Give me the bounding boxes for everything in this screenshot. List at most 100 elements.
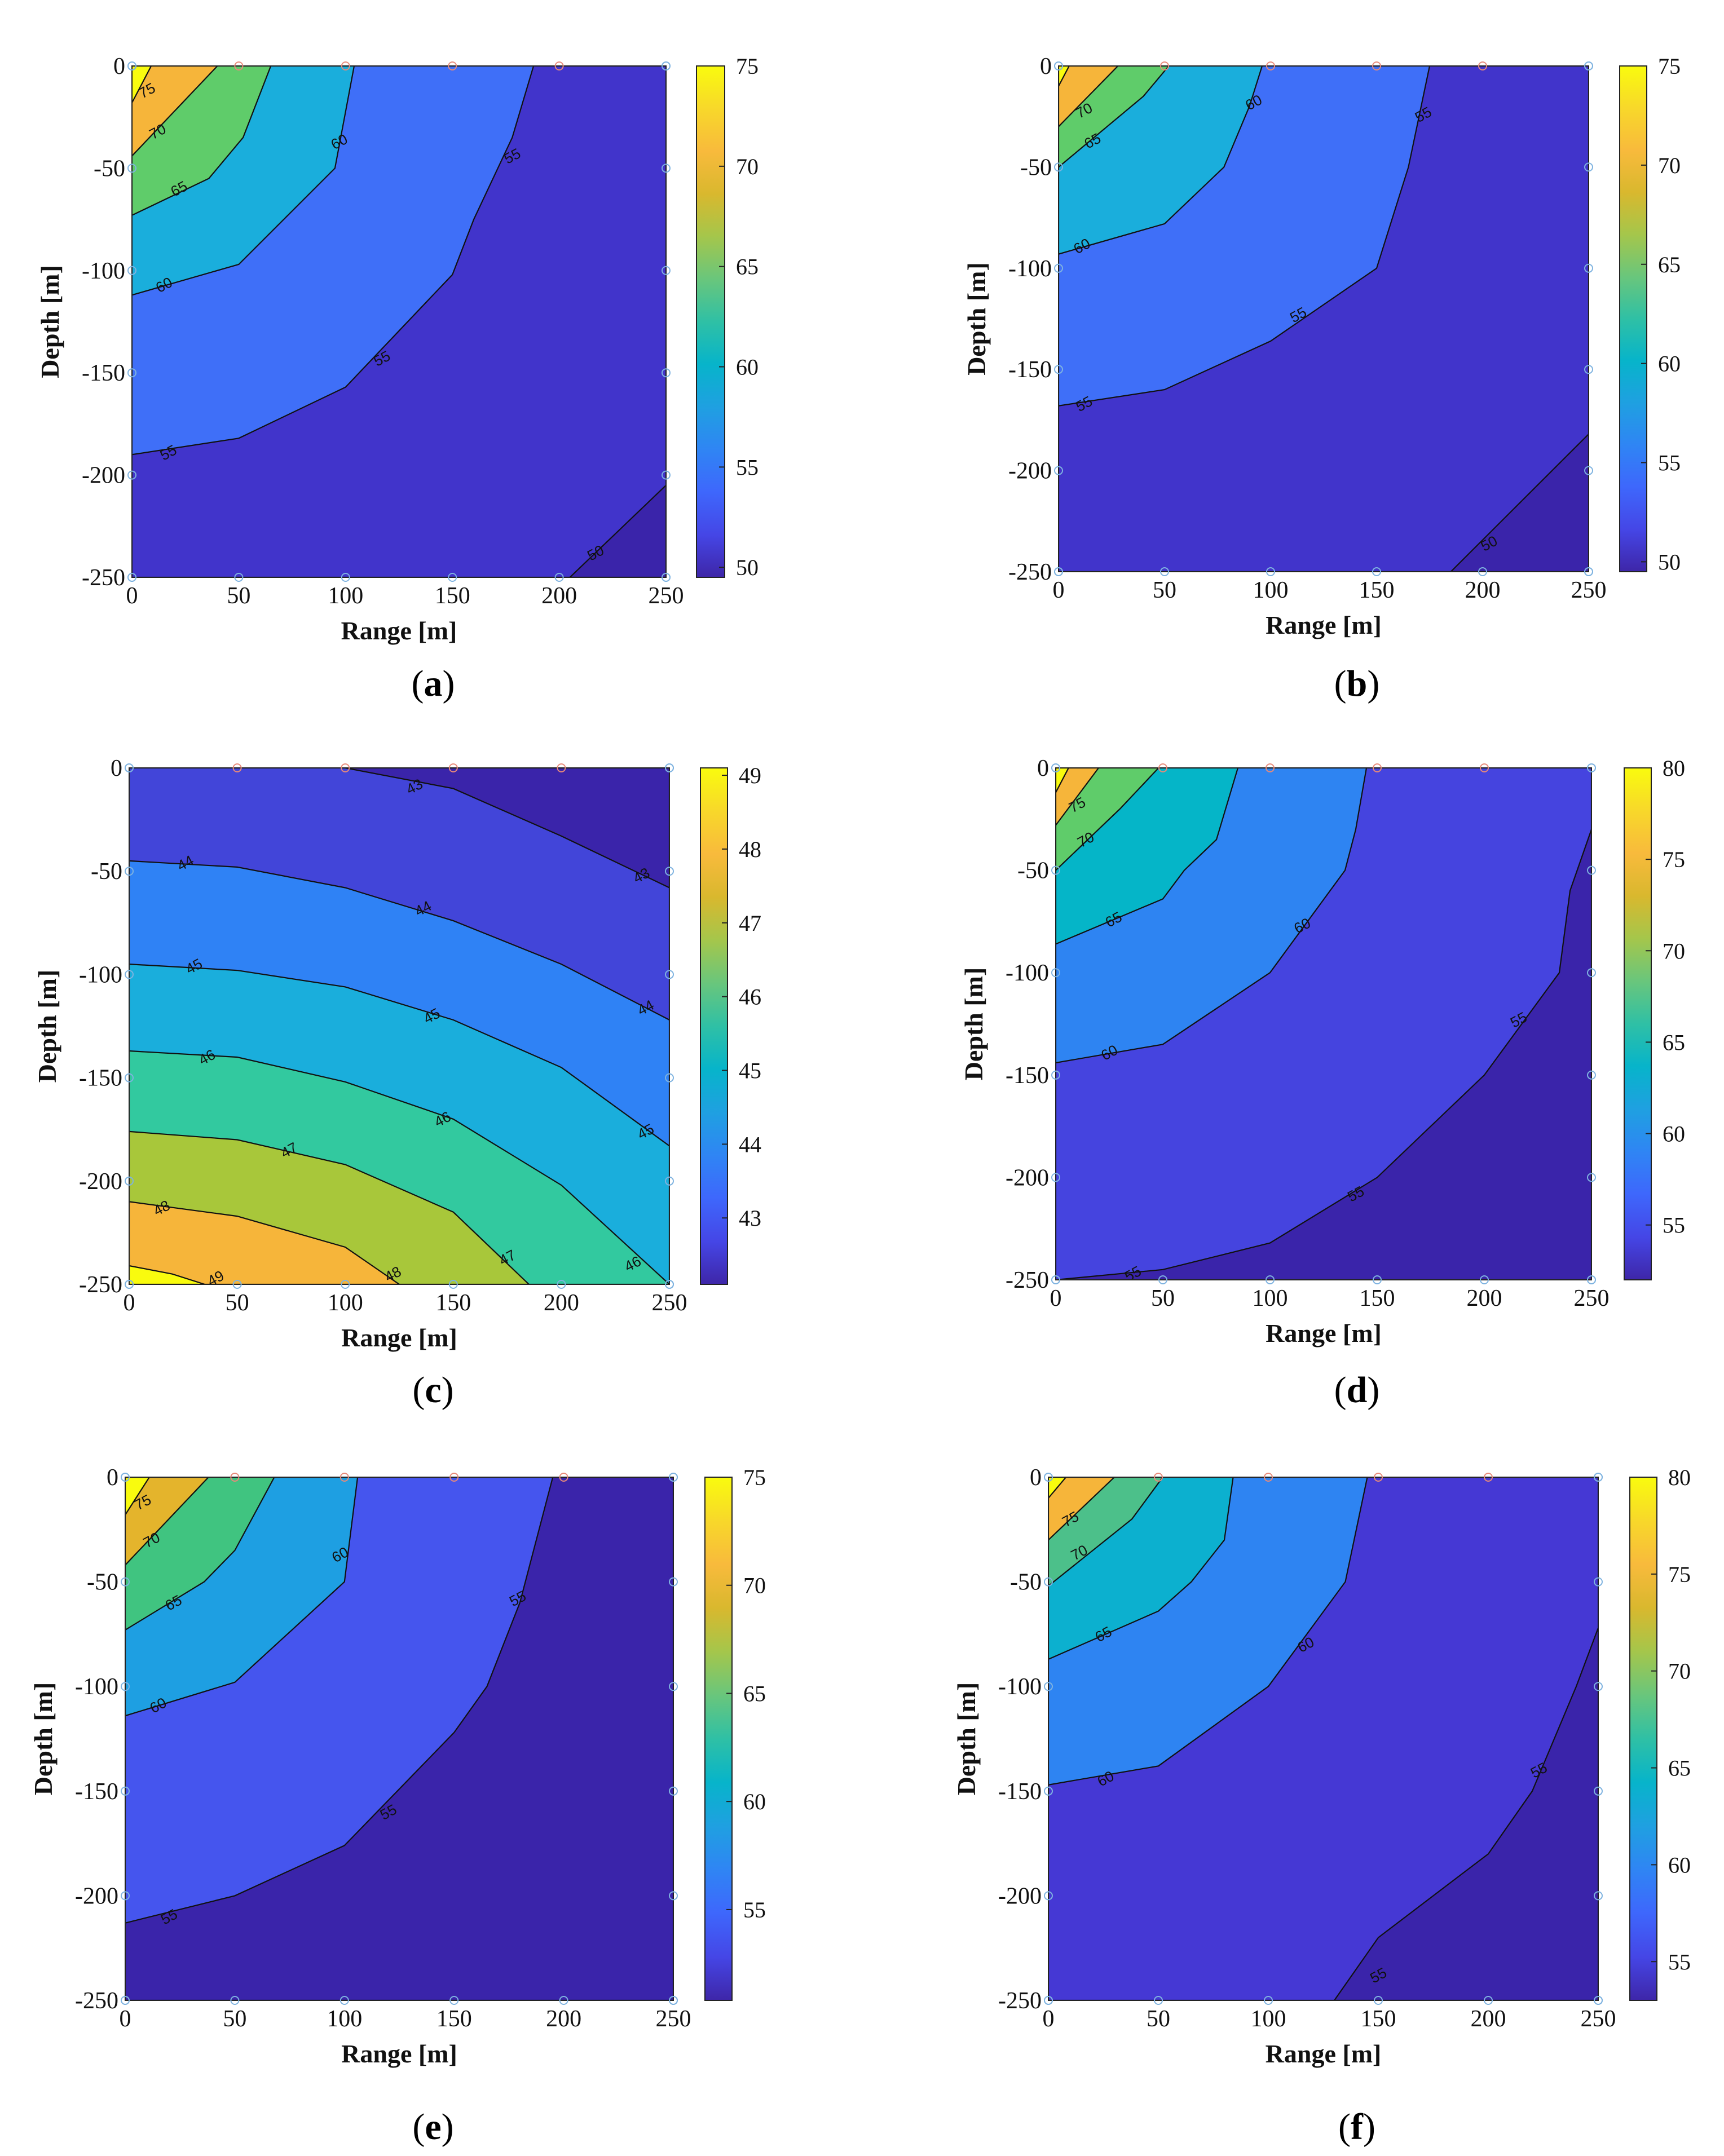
x-tick-label: 150: [1361, 2006, 1396, 2032]
colorbar-tick-label: 65: [1663, 1030, 1685, 1055]
grid-marker: [1266, 1275, 1275, 1284]
grid-marker: [1158, 1275, 1167, 1284]
colorbar: [704, 1477, 733, 2001]
y-tick-label: 0: [111, 756, 122, 781]
axes-frame: [1058, 65, 1589, 572]
contour-region-52: [1056, 829, 1591, 1280]
y-tick-label: -50: [87, 1570, 118, 1596]
grid-marker: [121, 1891, 130, 1901]
colorbar-tick-label: 48: [739, 837, 761, 862]
grid-marker: [230, 1996, 240, 2005]
x-axis-title: Range [m]: [1266, 2039, 1382, 2068]
grid-marker: [1480, 1275, 1489, 1284]
grid-marker: [669, 1682, 678, 1691]
grid-marker: [448, 61, 457, 70]
colorbar-tick-label: 80: [1668, 1465, 1691, 1490]
y-axis-title: Depth [m]: [36, 265, 64, 378]
grid-marker: [121, 1996, 130, 2005]
contour-region-43: [129, 1201, 400, 1284]
colorbar-tick-label: 70: [736, 154, 759, 179]
grid-marker: [127, 573, 136, 582]
grid-marker: [1484, 1996, 1493, 2005]
grid-marker: [127, 368, 136, 378]
contour-region-53: [1333, 1627, 1598, 2000]
colorbar-tick-label: 75: [736, 54, 759, 79]
colorbar-tick-label: 47: [739, 911, 761, 936]
colorbar-tick-label: 50: [736, 555, 759, 580]
grid-marker: [1480, 763, 1489, 772]
colorbar-tick-label: 65: [743, 1681, 766, 1706]
grid-marker: [448, 1280, 458, 1289]
colorbar-tick-label: 75: [1663, 847, 1685, 872]
panel-caption-b: (b): [1334, 663, 1380, 704]
grid-marker: [1587, 1275, 1596, 1284]
grid-marker: [1266, 763, 1275, 772]
x-tick-label: 250: [1571, 577, 1607, 603]
y-axis-title: Depth [m]: [959, 967, 988, 1081]
grid-marker: [1154, 1996, 1163, 2005]
grid-marker: [669, 1577, 678, 1587]
x-tick-label: 250: [1574, 1285, 1610, 1311]
y-tick-label: -150: [79, 1066, 122, 1092]
y-tick-label: -100: [1006, 960, 1049, 986]
grid-marker: [1584, 567, 1593, 576]
grid-marker: [662, 164, 671, 173]
colorbar-tick-label: 65: [736, 254, 759, 280]
grid-marker: [662, 573, 671, 582]
grid-marker: [554, 61, 564, 70]
colorbar-tick-label: 75: [1668, 1562, 1691, 1587]
y-tick-label: -250: [1008, 559, 1052, 585]
grid-marker: [665, 763, 674, 772]
x-tick-label: 200: [544, 1290, 579, 1316]
grid-marker: [1478, 567, 1487, 576]
grid-marker: [1051, 1173, 1060, 1182]
x-tick-label: 50: [223, 2006, 246, 2032]
y-tick-label: -200: [998, 1883, 1042, 1909]
colorbar-tick-label: 75: [1658, 54, 1681, 79]
x-tick-label: 150: [1359, 577, 1395, 603]
grid-marker: [665, 1280, 674, 1289]
y-tick-label: -100: [79, 962, 122, 988]
grid-marker: [1264, 1473, 1273, 1482]
colorbar-tick-label: 43: [739, 1205, 761, 1231]
y-tick-label: -250: [82, 565, 125, 591]
contour-region-70: [1056, 768, 1159, 872]
contour-region-70: [1059, 66, 1119, 128]
panel-caption-f: (f): [1338, 2106, 1375, 2148]
y-axis-title: Depth [m]: [33, 970, 61, 1083]
y-axis-title: Depth [m]: [29, 1682, 58, 1796]
x-tick-label: 250: [649, 583, 684, 609]
grid-marker: [125, 867, 134, 876]
x-axis-title: Range [m]: [341, 2039, 457, 2068]
colorbar-tick-label: 50: [1658, 549, 1681, 575]
y-tick-label: -250: [79, 1272, 122, 1298]
grid-marker: [121, 1682, 130, 1691]
grid-marker: [559, 1473, 568, 1482]
y-tick-label: -50: [94, 156, 125, 182]
x-tick-label: 0: [120, 2006, 131, 2032]
colorbar-tick-label: 45: [739, 1058, 761, 1084]
y-tick-label: -250: [1006, 1267, 1049, 1293]
y-axis-title: Depth [m]: [952, 1682, 981, 1796]
grid-marker: [1594, 1682, 1603, 1691]
y-tick-label: -200: [82, 463, 125, 489]
y-tick-label: 0: [1030, 1465, 1042, 1491]
grid-marker: [1587, 1070, 1596, 1080]
y-axis-title: Depth [m]: [962, 262, 991, 375]
y-tick-label: -100: [82, 258, 125, 284]
grid-marker: [1587, 1173, 1596, 1182]
x-tick-label: 200: [546, 2006, 581, 2032]
axes-frame: [129, 767, 670, 1285]
x-tick-label: 250: [652, 1290, 687, 1316]
grid-marker: [1584, 466, 1593, 475]
y-tick-label: -200: [75, 1883, 118, 1909]
grid-marker: [127, 61, 136, 70]
grid-marker: [557, 763, 566, 772]
grid-marker: [1044, 1786, 1053, 1796]
x-tick-label: 0: [1043, 2006, 1055, 2032]
grid-marker: [339, 1473, 349, 1482]
x-tick-label: 200: [541, 583, 577, 609]
